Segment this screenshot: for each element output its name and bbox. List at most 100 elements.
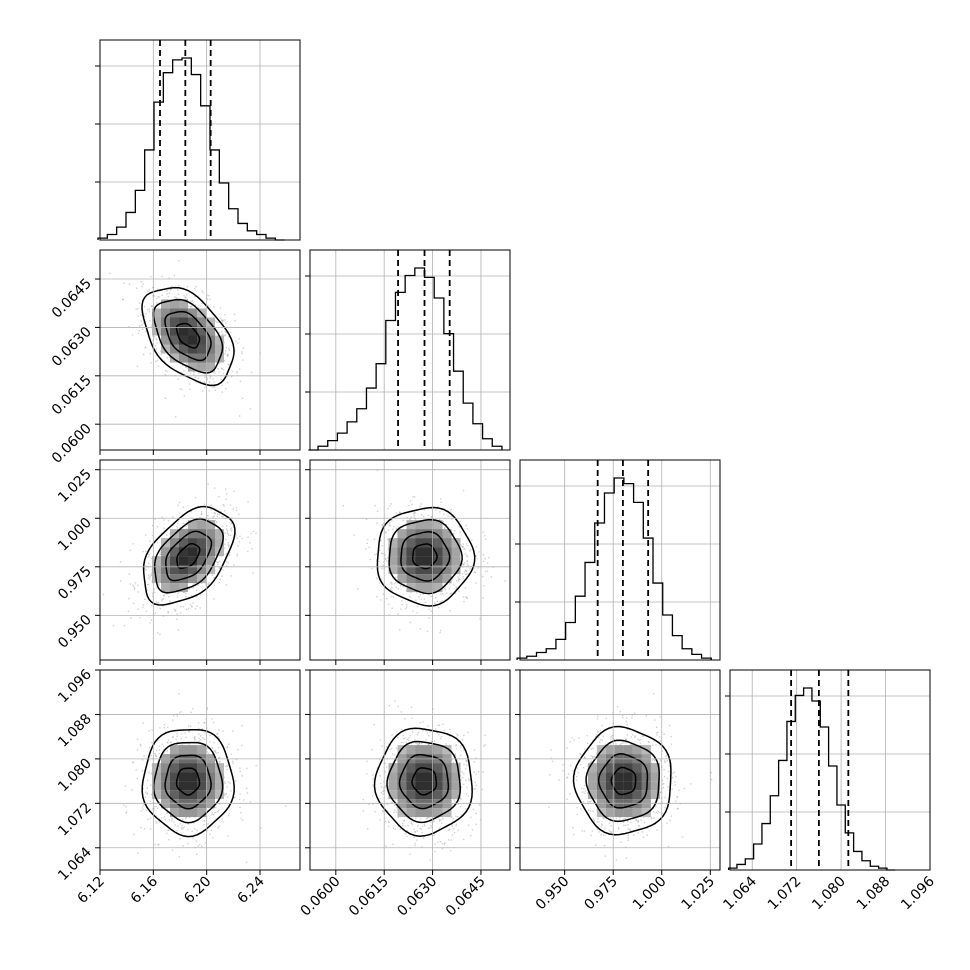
sample-point	[190, 595, 193, 597]
sample-point	[462, 546, 464, 548]
sample-point	[142, 604, 145, 606]
sample-point	[409, 596, 411, 598]
sample-point	[419, 505, 421, 508]
sample-point	[223, 505, 225, 507]
sample-point	[224, 314, 226, 316]
sample-point	[225, 346, 228, 349]
sample-point	[357, 588, 359, 590]
sample-point	[460, 565, 463, 567]
sample-point	[456, 816, 459, 818]
sample-point	[197, 845, 199, 847]
sample-point	[463, 563, 465, 566]
sample-point	[407, 739, 410, 741]
sample-point	[176, 613, 178, 615]
sample-point	[221, 367, 223, 370]
sample-point	[415, 817, 417, 819]
sample-point	[163, 748, 165, 751]
sample-point	[232, 762, 234, 765]
sample-point	[242, 347, 244, 349]
sample-point	[135, 769, 137, 771]
sample-point	[428, 817, 430, 819]
sample-point	[439, 511, 441, 513]
sample-point	[155, 755, 157, 757]
sample-point	[461, 546, 464, 548]
density-cell	[161, 565, 170, 575]
sample-point	[458, 526, 461, 528]
hist-panel-3	[725, 669, 931, 871]
sample-point	[402, 824, 404, 827]
sample-point	[466, 560, 468, 562]
sample-point	[416, 830, 418, 832]
sample-point	[448, 588, 450, 590]
sample-point	[158, 583, 160, 585]
sample-point	[128, 598, 130, 600]
sample-point	[385, 557, 387, 560]
sample-point	[227, 562, 229, 564]
sample-point	[450, 592, 452, 594]
sample-point	[198, 740, 200, 742]
sample-point	[421, 742, 423, 745]
density-cell	[197, 547, 206, 557]
sample-point	[434, 843, 436, 845]
sample-point	[411, 823, 414, 826]
sample-point	[176, 525, 178, 527]
sample-point	[423, 509, 426, 511]
sample-point	[427, 514, 429, 517]
sample-point	[133, 586, 135, 588]
sample-point	[200, 845, 203, 847]
sample-point	[223, 776, 225, 779]
sample-point	[170, 288, 172, 290]
sample-point	[241, 775, 243, 777]
sample-point	[465, 768, 467, 770]
sample-point	[403, 819, 405, 822]
sample-point	[140, 320, 142, 322]
sample-point	[461, 771, 463, 773]
density-cell	[197, 556, 206, 566]
density-cell	[406, 520, 416, 530]
sample-point	[175, 609, 177, 611]
sample-point	[146, 779, 149, 782]
sample-point	[376, 767, 379, 769]
sample-point	[429, 827, 431, 829]
sample-point	[412, 495, 414, 498]
sample-point	[228, 552, 231, 554]
sample-point	[405, 741, 407, 744]
density-cell	[433, 808, 443, 818]
sample-point	[440, 498, 442, 500]
sample-point	[176, 735, 178, 737]
sample-point	[226, 516, 228, 519]
sample-point	[140, 826, 142, 829]
sample-point	[136, 365, 138, 368]
sample-point	[230, 790, 232, 792]
sample-point	[398, 526, 400, 528]
sample-point	[395, 747, 397, 749]
sample-point	[196, 605, 198, 607]
density-cell	[215, 335, 224, 345]
sample-point	[167, 611, 169, 614]
sample-point	[247, 501, 249, 503]
sample-point	[438, 818, 441, 821]
sample-point	[216, 521, 218, 523]
sample-point	[459, 747, 462, 749]
sample-point	[434, 602, 436, 604]
density-cell	[197, 745, 206, 755]
sample-point	[198, 737, 200, 740]
sample-point	[158, 584, 160, 586]
density-cell	[397, 772, 407, 782]
sample-point	[156, 354, 158, 356]
density-cell	[197, 344, 206, 354]
sample-point	[213, 598, 215, 600]
sample-point	[411, 818, 413, 820]
sample-point	[202, 737, 204, 739]
sample-point	[467, 573, 469, 575]
sample-point	[230, 753, 232, 755]
sample-point	[227, 355, 229, 357]
sample-point	[191, 830, 193, 833]
sample-point	[125, 805, 127, 808]
sample-point	[148, 553, 150, 556]
sample-point	[185, 294, 188, 296]
sample-point	[235, 507, 238, 509]
density-cell	[433, 574, 443, 584]
sample-point	[379, 819, 381, 821]
sample-point	[214, 386, 216, 388]
